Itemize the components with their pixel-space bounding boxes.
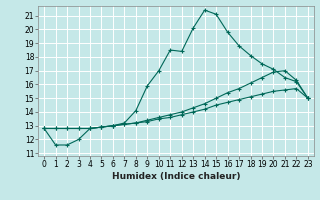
X-axis label: Humidex (Indice chaleur): Humidex (Indice chaleur) [112,172,240,181]
